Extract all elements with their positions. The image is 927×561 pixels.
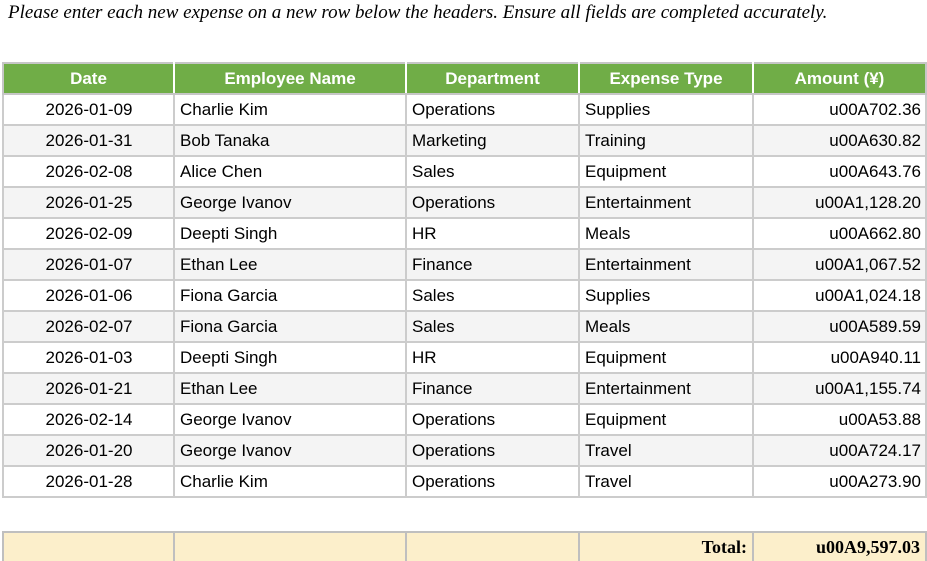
cell-employee[interactable]: Deepti Singh: [173, 217, 407, 250]
cell-amount[interactable]: u00A1,024.18: [752, 279, 927, 312]
cell-amount[interactable]: u00A1,155.74: [752, 372, 927, 405]
col-header-department[interactable]: Department: [406, 63, 580, 95]
expense-table-body: 2026-01-09 Charlie Kim Operations Suppli…: [2, 93, 927, 498]
cell-expense-type[interactable]: Equipment: [578, 341, 754, 374]
expense-table: Date Employee Name Department Expense Ty…: [2, 62, 927, 498]
cell-amount[interactable]: u00A940.11: [752, 341, 927, 374]
cell-expense-type[interactable]: Travel: [578, 465, 754, 498]
cell-department[interactable]: Finance: [405, 248, 580, 281]
col-header-amount[interactable]: Amount (¥): [753, 63, 927, 95]
cell-date[interactable]: 2026-02-07: [2, 310, 175, 343]
cell-expense-type[interactable]: Supplies: [578, 279, 754, 312]
total-label-cell[interactable]: Total:: [578, 531, 754, 561]
cell-amount[interactable]: u00A53.88: [752, 403, 927, 436]
expense-row: 2026-01-09 Charlie Kim Operations Suppli…: [2, 93, 927, 126]
cell-employee[interactable]: George Ivanov: [173, 186, 407, 219]
cell-expense-type[interactable]: Training: [578, 124, 754, 157]
cell-employee[interactable]: Ethan Lee: [173, 248, 407, 281]
cell-department[interactable]: Operations: [405, 186, 580, 219]
header-row: Date Employee Name Department Expense Ty…: [3, 63, 927, 95]
cell-employee[interactable]: Fiona Garcia: [173, 310, 407, 343]
col-header-expense-type[interactable]: Expense Type: [579, 63, 754, 95]
cell-date[interactable]: 2026-01-09: [2, 93, 175, 126]
cell-amount[interactable]: u00A662.80: [752, 217, 927, 250]
cell-expense-type[interactable]: Meals: [578, 310, 754, 343]
cell-department[interactable]: Operations: [405, 93, 580, 126]
cell-department[interactable]: Sales: [405, 310, 580, 343]
cell-department[interactable]: Operations: [405, 434, 580, 467]
cell-amount[interactable]: u00A630.82: [752, 124, 927, 157]
col-header-employee-name[interactable]: Employee Name: [174, 63, 407, 95]
cell-date[interactable]: 2026-02-14: [2, 403, 175, 436]
expense-row: 2026-01-03 Deepti Singh HR Equipment u00…: [2, 341, 927, 374]
total-row: Total: u00A9,597.03: [2, 531, 927, 561]
expense-row: 2026-02-07 Fiona Garcia Sales Meals u00A…: [2, 310, 927, 343]
total-empty-cell-employee[interactable]: [173, 531, 407, 561]
cell-date[interactable]: 2026-01-03: [2, 341, 175, 374]
expense-row: 2026-02-14 George Ivanov Operations Equi…: [2, 403, 927, 436]
cell-department[interactable]: Operations: [405, 465, 580, 498]
cell-date[interactable]: 2026-01-20: [2, 434, 175, 467]
cell-amount[interactable]: u00A589.59: [752, 310, 927, 343]
expense-row: 2026-02-08 Alice Chen Sales Equipment u0…: [2, 155, 927, 188]
total-empty-cell-date[interactable]: [2, 531, 175, 561]
cell-department[interactable]: Finance: [405, 372, 580, 405]
total-amount-cell[interactable]: u00A9,597.03: [752, 531, 927, 561]
cell-expense-type[interactable]: Travel: [578, 434, 754, 467]
cell-expense-type[interactable]: Entertainment: [578, 372, 754, 405]
expense-row: 2026-01-07 Ethan Lee Finance Entertainme…: [2, 248, 927, 281]
cell-employee[interactable]: George Ivanov: [173, 434, 407, 467]
cell-employee[interactable]: Alice Chen: [173, 155, 407, 188]
cell-date[interactable]: 2026-01-25: [2, 186, 175, 219]
expense-row: 2026-01-06 Fiona Garcia Sales Supplies u…: [2, 279, 927, 312]
cell-department[interactable]: Sales: [405, 155, 580, 188]
cell-date[interactable]: 2026-01-28: [2, 465, 175, 498]
cell-expense-type[interactable]: Equipment: [578, 155, 754, 188]
cell-expense-type[interactable]: Supplies: [578, 93, 754, 126]
cell-expense-type[interactable]: Meals: [578, 217, 754, 250]
expense-row: 2026-01-20 George Ivanov Operations Trav…: [2, 434, 927, 467]
expense-row: 2026-01-28 Charlie Kim Operations Travel…: [2, 465, 927, 498]
expense-row: 2026-02-09 Deepti Singh HR Meals u00A662…: [2, 217, 927, 250]
cell-date[interactable]: 2026-01-07: [2, 248, 175, 281]
cell-date[interactable]: 2026-01-06: [2, 279, 175, 312]
cell-amount[interactable]: u00A1,067.52: [752, 248, 927, 281]
expense-row: 2026-01-25 George Ivanov Operations Ente…: [2, 186, 927, 219]
cell-employee[interactable]: Fiona Garcia: [173, 279, 407, 312]
cell-employee[interactable]: Charlie Kim: [173, 465, 407, 498]
cell-department[interactable]: Sales: [405, 279, 580, 312]
cell-employee[interactable]: Deepti Singh: [173, 341, 407, 374]
col-header-date[interactable]: Date: [3, 63, 175, 95]
cell-department[interactable]: Marketing: [405, 124, 580, 157]
cell-employee[interactable]: George Ivanov: [173, 403, 407, 436]
cell-expense-type[interactable]: Equipment: [578, 403, 754, 436]
total-empty-cell-department[interactable]: [405, 531, 580, 561]
cell-employee[interactable]: Charlie Kim: [173, 93, 407, 126]
cell-employee[interactable]: Bob Tanaka: [173, 124, 407, 157]
expense-row: 2026-01-21 Ethan Lee Finance Entertainme…: [2, 372, 927, 405]
instruction-banner: Please enter each new expense on a new r…: [8, 2, 828, 23]
cell-expense-type[interactable]: Entertainment: [578, 248, 754, 281]
cell-amount[interactable]: u00A273.90: [752, 465, 927, 498]
cell-amount[interactable]: u00A724.17: [752, 434, 927, 467]
cell-amount[interactable]: u00A1,128.20: [752, 186, 927, 219]
cell-department[interactable]: HR: [405, 217, 580, 250]
total-row-table: Total: u00A9,597.03: [2, 531, 927, 561]
cell-date[interactable]: 2026-01-21: [2, 372, 175, 405]
cell-employee[interactable]: Ethan Lee: [173, 372, 407, 405]
expense-row: 2026-01-31 Bob Tanaka Marketing Training…: [2, 124, 927, 157]
cell-date[interactable]: 2026-02-08: [2, 155, 175, 188]
cell-expense-type[interactable]: Entertainment: [578, 186, 754, 219]
cell-department[interactable]: Operations: [405, 403, 580, 436]
cell-date[interactable]: 2026-02-09: [2, 217, 175, 250]
cell-department[interactable]: HR: [405, 341, 580, 374]
cell-amount[interactable]: u00A702.36: [752, 93, 927, 126]
cell-date[interactable]: 2026-01-31: [2, 124, 175, 157]
cell-amount[interactable]: u00A643.76: [752, 155, 927, 188]
